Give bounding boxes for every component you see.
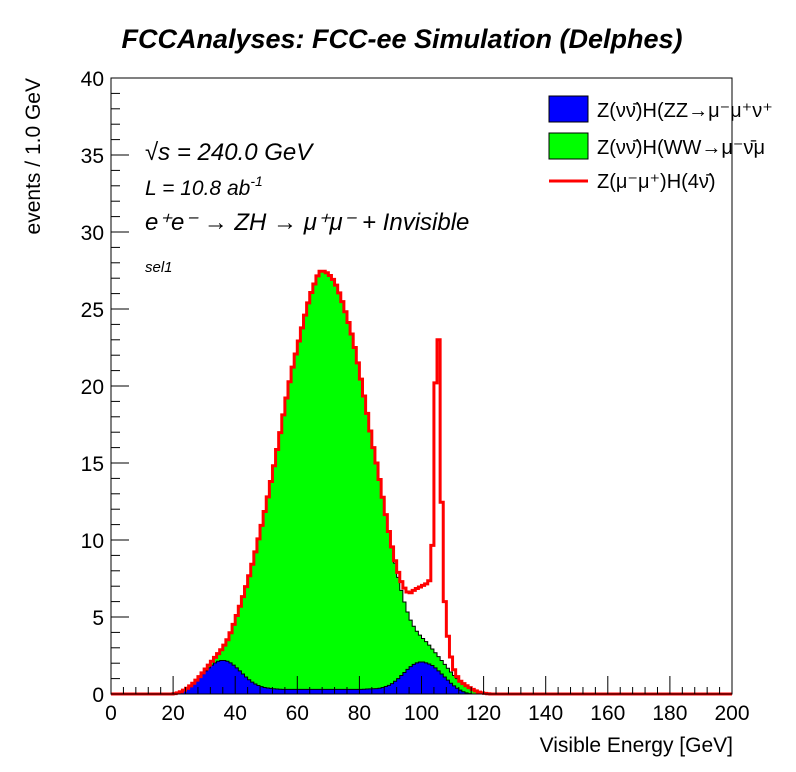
- x-tick-label: 100: [404, 702, 439, 725]
- series-1-filled-histogram: [111, 270, 732, 695]
- x-tick-label: 120: [466, 702, 501, 725]
- annotation-block: √s = 240.0 GeV L = 10.8 ab-1 e⁺e⁻ → ZH →…: [145, 139, 469, 276]
- x-tick-label: 0: [105, 702, 117, 725]
- y-tick-label: 10: [81, 530, 104, 553]
- y-tick-label: 35: [81, 145, 104, 168]
- legend-swatch-0: [548, 95, 589, 123]
- process-annotation: e⁺e⁻ → ZH → μ⁺μ⁻ + Invisible: [145, 209, 469, 236]
- y-tick-label: 25: [81, 299, 104, 322]
- x-axis: 0 20 40 60 80 100 120 140 160 180 200: [105, 676, 750, 725]
- x-tick-label: 160: [590, 702, 625, 725]
- luminosity-exponent: -1: [250, 173, 262, 189]
- y-tick-label: 30: [81, 222, 104, 245]
- legend-label-0: Z(νν̄)H(ZZ→μ⁻μ⁺ν⁺: [597, 100, 773, 122]
- y-axis-label: events / 1.0 GeV: [22, 78, 45, 234]
- y-axis: 0 5 10 15 20 25 30 35 40: [81, 68, 129, 707]
- legend-label-2: Z(μ⁻μ⁺)H(4ν̄): [597, 171, 716, 193]
- x-tick-label: 200: [714, 702, 749, 725]
- series-2-line-histogram: [111, 269, 732, 696]
- y-tick-label: 15: [81, 453, 104, 476]
- legend: Z(νν̄)H(ZZ→μ⁻μ⁺ν⁺ Z(νν̄)H(WW→μ⁻ν̄μ Z(μ⁻μ⁺)…: [548, 95, 773, 193]
- sqrts-annotation: √s = 240.0 GeV: [145, 139, 314, 166]
- selection-annotation: sel1: [145, 259, 173, 276]
- y-tick-label: 20: [81, 376, 104, 399]
- x-tick-label: 80: [348, 702, 371, 725]
- luminosity-annotation: L = 10.8 ab-1: [145, 173, 263, 200]
- x-tick-label: 180: [652, 702, 687, 725]
- line-series-layer: [111, 269, 732, 696]
- y-tick-label: 5: [92, 607, 104, 630]
- filled-series-layer: [111, 270, 732, 695]
- chart-title: FCCAnalyses: FCC-ee Simulation (Delphes): [121, 24, 682, 54]
- x-tick-label: 140: [528, 702, 563, 725]
- x-tick-label: 60: [286, 702, 309, 725]
- legend-label-1: Z(νν̄)H(WW→μ⁻ν̄μ: [597, 137, 765, 159]
- y-tick-label: 40: [81, 68, 104, 91]
- y-tick-label: 0: [92, 684, 104, 707]
- x-axis-label: Visible Energy [GeV]: [540, 734, 733, 757]
- x-tick-label: 40: [224, 702, 247, 725]
- legend-swatch-1: [548, 132, 589, 160]
- luminosity-base: L = 10.8 ab: [145, 177, 251, 200]
- x-tick-label: 20: [161, 702, 184, 725]
